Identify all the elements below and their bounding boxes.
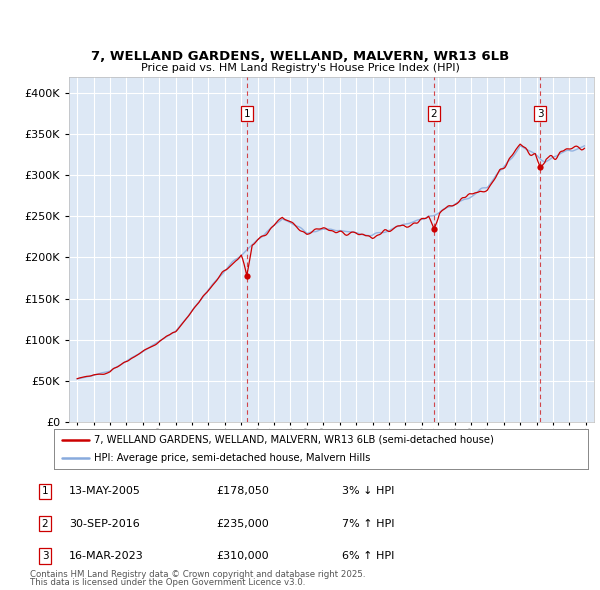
Text: 30-SEP-2016: 30-SEP-2016: [69, 519, 140, 529]
Text: 3: 3: [537, 109, 544, 119]
Bar: [561, 77, 594, 422]
Text: 1: 1: [244, 109, 251, 119]
Text: 7, WELLAND GARDENS, WELLAND, MALVERN, WR13 6LB: 7, WELLAND GARDENS, WELLAND, MALVERN, WR…: [91, 50, 509, 63]
Text: 7, WELLAND GARDENS, WELLAND, MALVERN, WR13 6LB (semi-detached house): 7, WELLAND GARDENS, WELLAND, MALVERN, WR…: [94, 435, 494, 445]
Text: 3% ↓ HPI: 3% ↓ HPI: [342, 486, 394, 496]
Text: Price paid vs. HM Land Registry's House Price Index (HPI): Price paid vs. HM Land Registry's House …: [140, 63, 460, 73]
Text: 7% ↑ HPI: 7% ↑ HPI: [342, 519, 395, 529]
Text: 1: 1: [41, 486, 49, 496]
Text: 13-MAY-2005: 13-MAY-2005: [69, 486, 141, 496]
Bar: [561, 77, 594, 422]
Text: 2: 2: [431, 109, 437, 119]
Text: HPI: Average price, semi-detached house, Malvern Hills: HPI: Average price, semi-detached house,…: [94, 453, 370, 463]
Text: 3: 3: [41, 551, 49, 561]
Text: £178,050: £178,050: [216, 486, 269, 496]
Text: £310,000: £310,000: [216, 551, 269, 561]
Text: 2: 2: [41, 519, 49, 529]
Text: This data is licensed under the Open Government Licence v3.0.: This data is licensed under the Open Gov…: [30, 578, 305, 587]
Text: £235,000: £235,000: [216, 519, 269, 529]
Text: Contains HM Land Registry data © Crown copyright and database right 2025.: Contains HM Land Registry data © Crown c…: [30, 571, 365, 579]
Text: 16-MAR-2023: 16-MAR-2023: [69, 551, 144, 561]
Text: 6% ↑ HPI: 6% ↑ HPI: [342, 551, 394, 561]
